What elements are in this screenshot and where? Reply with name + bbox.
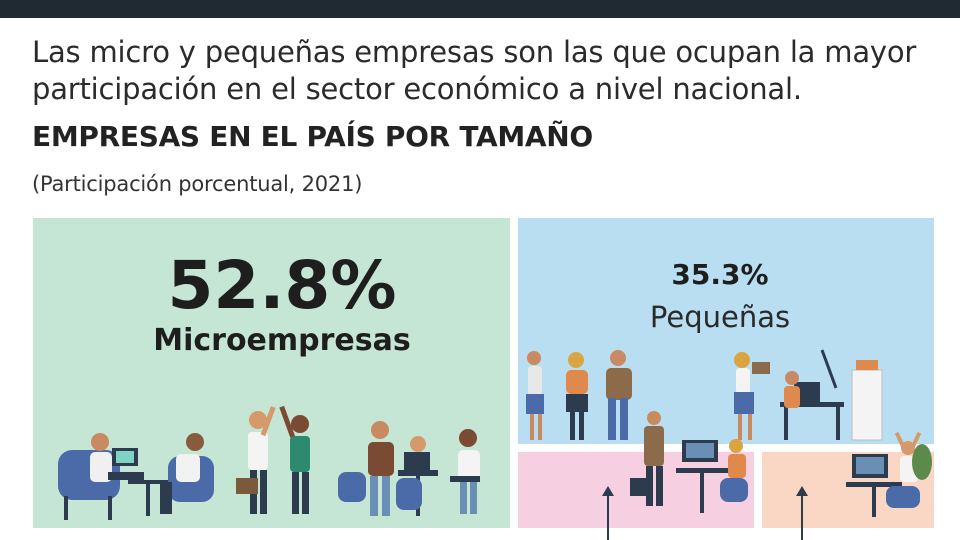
micro-category-label: Microempresas [153,323,411,358]
micro-value-label: 52.8% [168,247,397,324]
office-illustration-micro [58,405,480,520]
chart-subtitle: (Participación porcentual, 2021) [32,172,363,196]
intro-line-2: participación en el sector económico a n… [32,72,802,106]
office-illustration-pequenas [526,349,883,441]
chart-title: EMPRESAS EN EL PAÍS POR TAMAÑO [32,120,593,153]
office-illustration-grandes [796,431,932,540]
office-illustration-medianas [602,411,748,540]
pequenas-category-label: Pequeñas [650,300,790,334]
top-bar [0,0,960,18]
treemap-chart: 52.8% Microempresas 35.3% Pequeñas [33,218,934,540]
intro-text: Las micro y pequeñas empresas son las qu… [32,34,932,108]
pequenas-value-label: 35.3% [671,258,768,291]
intro-line-1: Las micro y pequeñas empresas son las qu… [32,35,917,69]
